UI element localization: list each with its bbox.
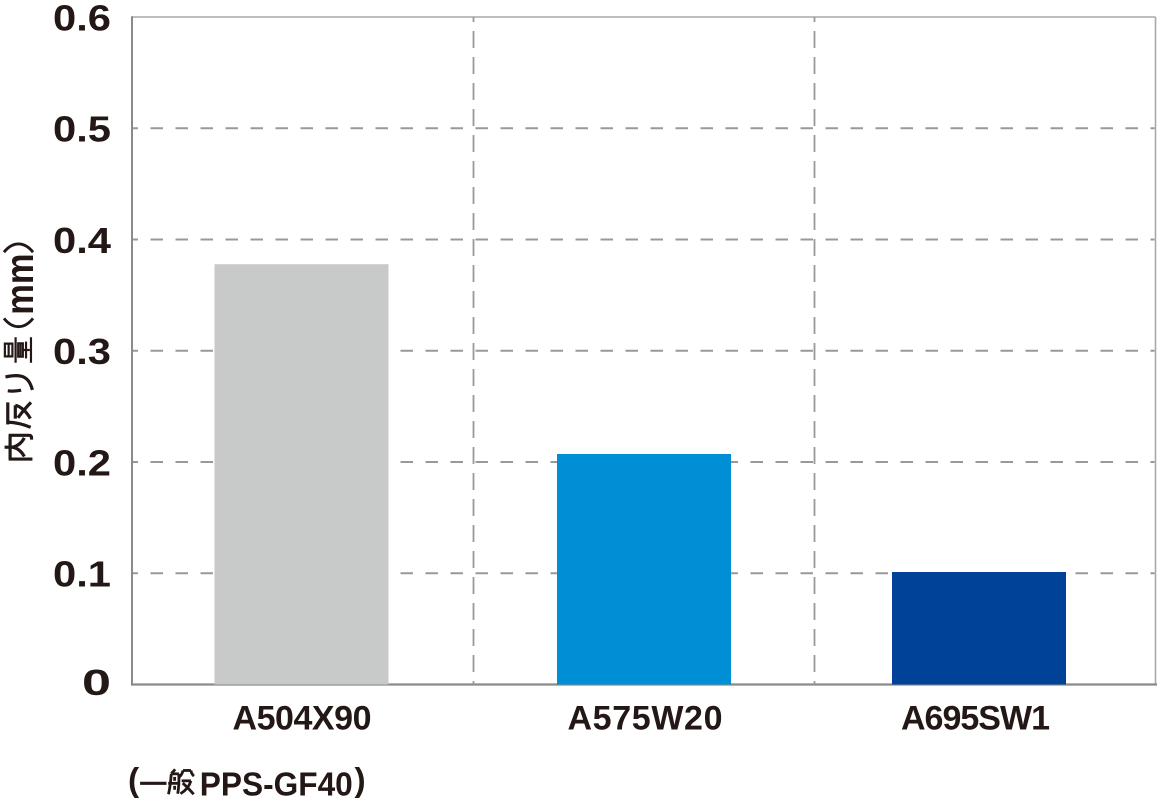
svg-text:0.6: 0.6	[53, 0, 111, 38]
svg-text:A504X90: A504X90	[233, 700, 372, 738]
svg-text:A575W20: A575W20	[568, 700, 723, 738]
svg-text:0.2: 0.2	[53, 442, 111, 483]
svg-text:mm: mm	[0, 253, 42, 314]
svg-text:PPS-GF40: PPS-GF40	[200, 767, 353, 801]
svg-text:0.1: 0.1	[53, 554, 111, 595]
svg-text:): )	[355, 762, 366, 799]
svg-text:A695SW1: A695SW1	[901, 700, 1050, 738]
svg-text:0: 0	[82, 662, 111, 703]
svg-text:0.4: 0.4	[53, 220, 111, 261]
svg-text:0.3: 0.3	[53, 331, 111, 372]
svg-text:0.5: 0.5	[53, 109, 111, 150]
svg-text:(: (	[128, 762, 140, 799]
